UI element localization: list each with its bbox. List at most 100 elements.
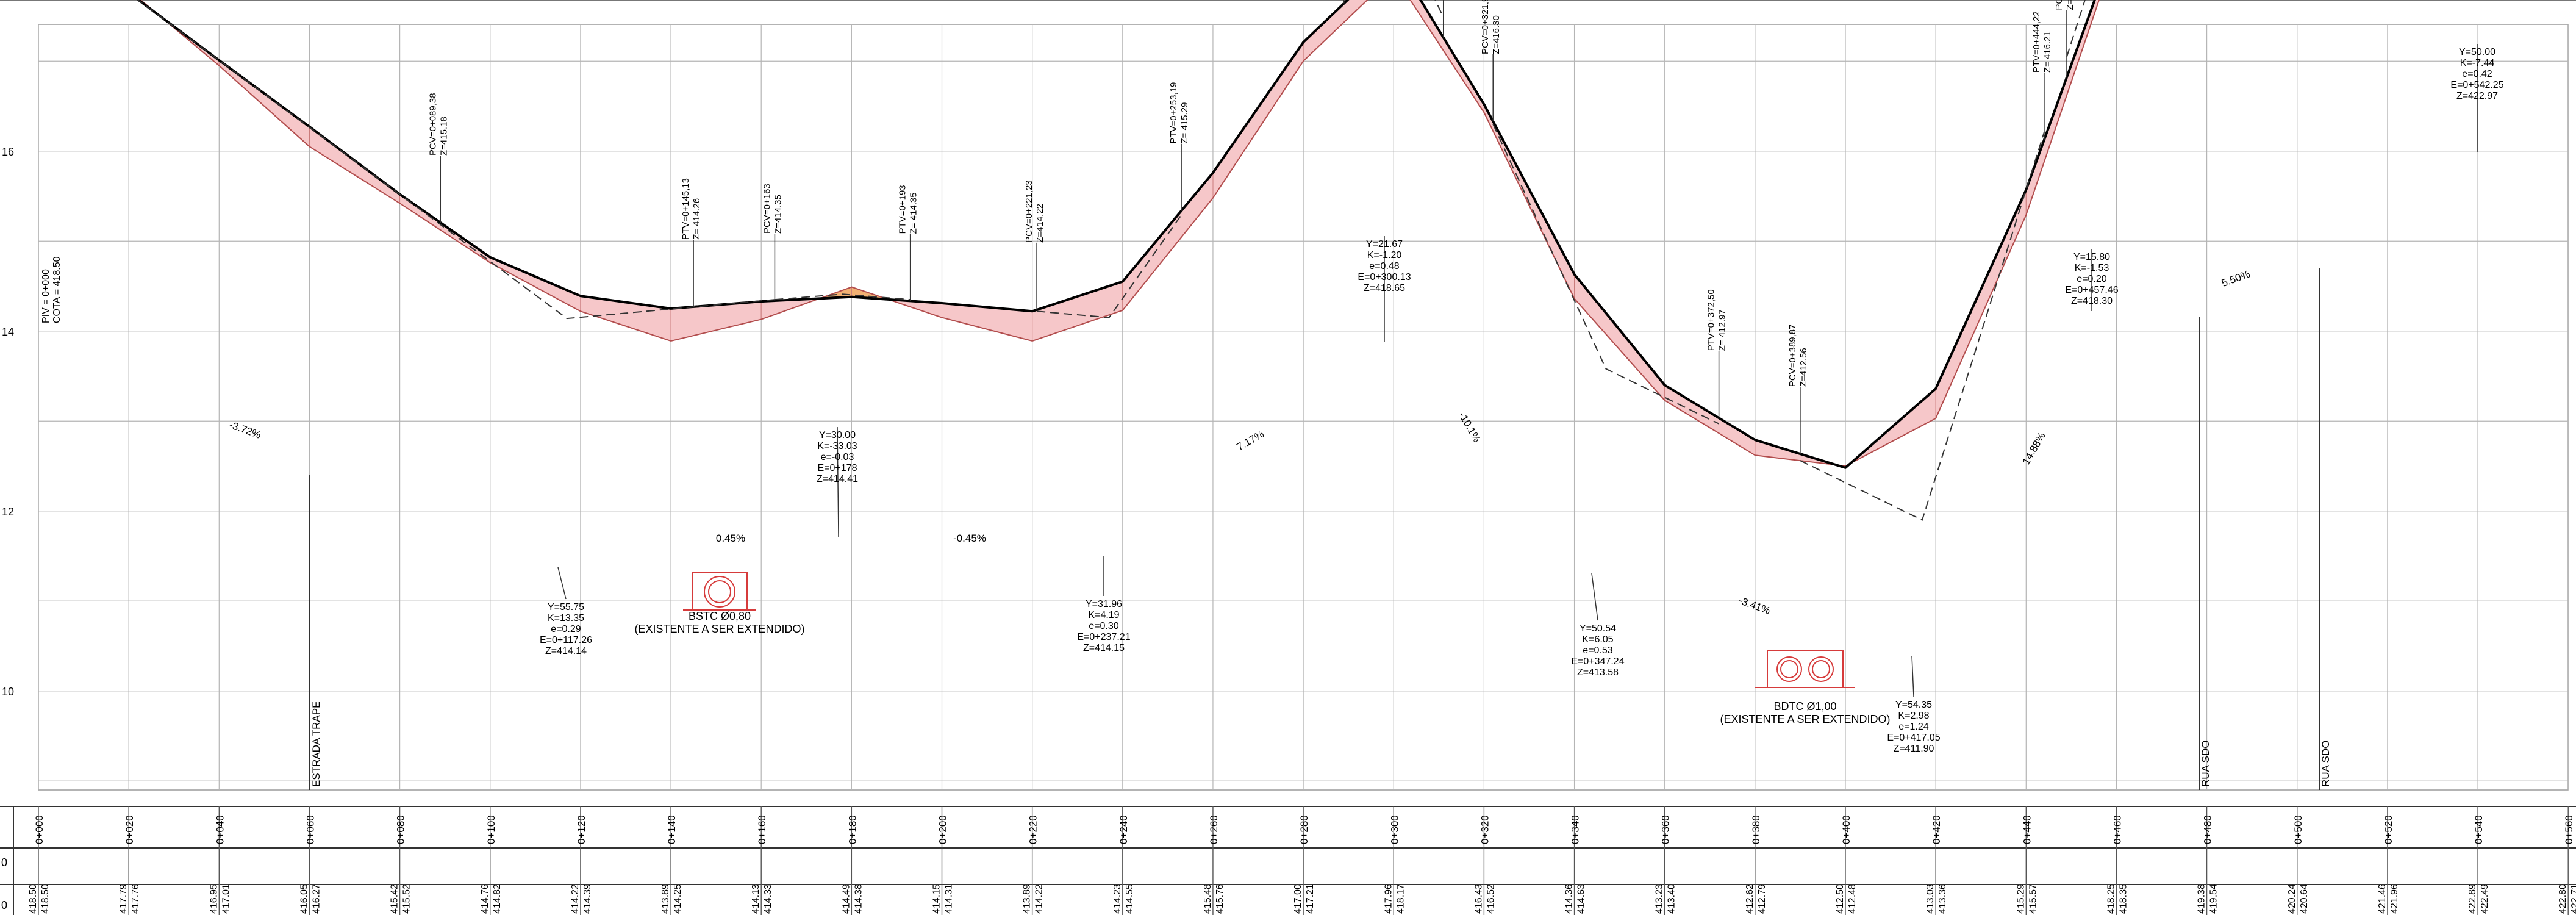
- elevation-value: 417.76: [131, 884, 141, 914]
- curve-info-line: Y=30.00: [819, 430, 856, 440]
- station-label: 0+500: [2292, 815, 2304, 844]
- row-label: 0: [1, 856, 7, 869]
- point-label-elevation: Z= 414.26: [692, 198, 702, 240]
- curve-info-line: K=6.05: [1582, 634, 1613, 645]
- elevation-value: 422.49: [2480, 884, 2490, 914]
- curve-info-line: Y=15.80: [2073, 252, 2110, 262]
- point-label-elevation: Z= 414.35: [909, 192, 919, 234]
- elevation-value: 416.52: [1486, 884, 1496, 914]
- crossing-label: RUA SDO: [2200, 740, 2211, 787]
- elevation-value: 415.76: [1215, 884, 1225, 914]
- station-label: 0+320: [1479, 815, 1490, 844]
- station-label: 0+240: [1118, 815, 1129, 844]
- curve-info-line: Z=418.65: [1364, 283, 1405, 293]
- elevation-value: 418.35: [2118, 884, 2128, 914]
- elevation-value: 413.40: [1667, 884, 1677, 914]
- curve-info-line: e=1.24: [1898, 722, 1928, 732]
- curve-info-line: Z=414.41: [817, 474, 858, 484]
- station-label: 0+520: [2383, 815, 2394, 844]
- point-label-elevation: Z=415.18: [438, 117, 449, 156]
- culvert-note: (EXISTENTE A SER EXTENDIDO): [1720, 713, 1890, 725]
- point-label-station: PCV=0+221,23: [1024, 180, 1034, 243]
- elevation-value: 418.17: [1395, 884, 1406, 914]
- curve-info-line: Z=422.97: [2456, 91, 2498, 101]
- point-label-elevation: Z=417.05: [2065, 0, 2075, 10]
- curve-info-line: E=0+178: [818, 463, 857, 473]
- grade-line: [136, 0, 2096, 469]
- elevation-value: 418.50: [28, 884, 38, 914]
- station-label: 0+020: [124, 815, 135, 844]
- curve-info-line: E=0+542.25: [2450, 80, 2503, 90]
- station-label: 0+420: [1931, 815, 1942, 844]
- curve-info-line: e=0.30: [1089, 621, 1118, 631]
- point-label-station: PTV=0+372,50: [1706, 289, 1717, 351]
- elevation-value: 418.25: [2106, 884, 2116, 914]
- y-tick-label: 16: [2, 146, 14, 158]
- culvert-symbols: [683, 572, 1855, 688]
- elevation-value: 421.96: [2389, 884, 2400, 914]
- point-label-station: PTV=0+193: [898, 185, 908, 234]
- elevation-value: 414.38: [853, 884, 864, 914]
- elevation-value: 412.62: [1745, 884, 1755, 914]
- elevation-value: 414.39: [582, 884, 593, 914]
- curve-info-line: E=0+417.05: [1887, 733, 1940, 743]
- elevation-value: 416.05: [299, 884, 309, 914]
- crossing-label: ESTRADA TRAPE: [310, 702, 322, 787]
- elevation-value: 416.27: [311, 884, 321, 914]
- point-label-station: PCV=0+389,87: [1787, 324, 1798, 387]
- curve-info-line: Z=418.30: [2071, 296, 2113, 306]
- curve-leader: [837, 426, 839, 537]
- elevation-value: 414.25: [673, 884, 683, 914]
- station-label: 0+100: [485, 815, 497, 844]
- elevation-value: 415.42: [390, 884, 400, 914]
- station-label: 0+140: [666, 815, 678, 844]
- culvert-pipe: [708, 580, 731, 603]
- culvert-pipe: [1808, 656, 1834, 682]
- elevation-value: 412.79: [1757, 884, 1767, 914]
- station-label: 0+460: [2111, 815, 2123, 844]
- point-label-station: PCV=0+089,38: [428, 93, 438, 156]
- elevation-value: 412.48: [1847, 884, 1858, 914]
- elevation-value: 414.76: [480, 884, 490, 914]
- elevation-value: 419.38: [2197, 884, 2207, 914]
- elevation-value: 417.00: [1293, 884, 1303, 914]
- elevation-value: 417.21: [1305, 884, 1315, 914]
- crossing-label: RUA SDO: [2320, 740, 2331, 787]
- point-label-elevation: Z=414.22: [1035, 204, 1045, 243]
- elevation-value: 414.13: [751, 884, 761, 914]
- curve-info-line: e=-0.03: [821, 452, 854, 462]
- tangent-dashed-line: [1492, 124, 1720, 425]
- station-label: 0+200: [937, 815, 949, 844]
- station-label: 0+000: [34, 815, 45, 844]
- elevation-value: 419.54: [2209, 884, 2219, 914]
- profile-labels: PIV = 0+000 COTA = 418.50-3.72%0.45% -0.45…: [41, 0, 2504, 790]
- station-label: 0+540: [2473, 815, 2485, 844]
- curve-info-line: Y=54.35: [1895, 700, 1932, 710]
- elevation-value: 414.15: [932, 884, 942, 914]
- culvert-note: (EXISTENTE A SER EXTENDIDO): [634, 623, 804, 635]
- elevation-value: 416.95: [209, 884, 219, 914]
- start-piv-label: PIV = 0+000: [41, 269, 51, 323]
- elevation-value: 414.22: [570, 884, 581, 914]
- elevation-value: 413.89: [660, 884, 671, 914]
- station-label: 0+560: [2563, 815, 2575, 844]
- y-tick-label: 14: [2, 326, 14, 338]
- curve-leader: [557, 567, 567, 600]
- point-label-elevation: Z= 416.21: [2042, 31, 2053, 73]
- station-label: 0+260: [1208, 815, 1220, 844]
- curve-info-line: Y=50.00: [2459, 47, 2496, 57]
- tangent-dashed-line: [775, 293, 911, 301]
- elevation-value: 417.01: [221, 884, 231, 914]
- elevation-value: 422.89: [2467, 884, 2478, 914]
- station-label: 0+220: [1028, 815, 1039, 844]
- elevation-value: 414.82: [492, 884, 503, 914]
- point-label-station: PCV=0+321,97: [1480, 0, 1490, 54]
- tangent-dashed-line: [137, 0, 775, 320]
- station-label: 0+340: [1570, 815, 1581, 844]
- curve-info-line: Z=414.15: [1083, 643, 1125, 653]
- culvert-name: BSTC Ø0,80: [689, 610, 751, 622]
- curve-leader: [1911, 655, 1914, 697]
- station-label: 0+160: [756, 815, 768, 844]
- elevation-value: 417.79: [118, 884, 129, 914]
